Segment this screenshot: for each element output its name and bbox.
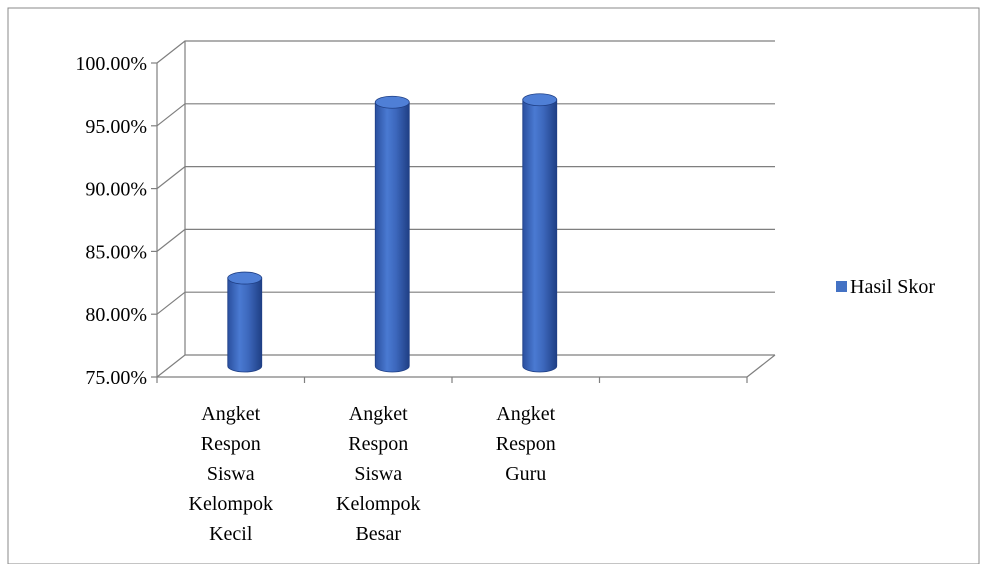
axis-layer bbox=[151, 41, 776, 383]
chart-frame bbox=[7, 7, 980, 564]
y-tick-label: 95.00% bbox=[85, 116, 147, 138]
x-tick-label: Angket Respon Guru bbox=[496, 403, 556, 485]
gridline bbox=[156, 166, 775, 190]
legend-swatch bbox=[836, 281, 847, 292]
gridline bbox=[156, 228, 775, 252]
y-tick-label: 100.00% bbox=[75, 53, 147, 75]
bar-top bbox=[374, 95, 410, 109]
gridline bbox=[156, 40, 775, 64]
bar bbox=[522, 93, 558, 373]
y-tick-label: 80.00% bbox=[85, 304, 147, 326]
floor-right-edge bbox=[746, 354, 776, 378]
bar-body bbox=[522, 99, 558, 373]
bar-body bbox=[374, 101, 410, 373]
legend-item: Hasil Skor bbox=[836, 276, 935, 298]
bar-top bbox=[227, 271, 263, 285]
x-tick-label: Angket Respon Siswa Kelompok Kecil bbox=[189, 403, 273, 545]
y-tick-label: 85.00% bbox=[85, 241, 147, 263]
y-tick-label: 90.00% bbox=[85, 179, 147, 201]
legend: Hasil Skor bbox=[836, 276, 935, 298]
gridline bbox=[156, 103, 775, 127]
bar bbox=[374, 95, 410, 373]
legend-label: Hasil Skor bbox=[850, 276, 935, 298]
bar-layer bbox=[227, 93, 558, 373]
x-tick-label: Angket Respon Siswa Kelompok Besar bbox=[336, 403, 420, 545]
bar bbox=[227, 271, 263, 373]
label-layer: 75.00% 80.00% 85.00% 90.00% 95.00% 100.00% Ang… bbox=[75, 53, 555, 545]
bar-body bbox=[227, 277, 263, 373]
bar-top bbox=[522, 93, 558, 107]
y-tick-label: 75.00% bbox=[85, 367, 147, 389]
